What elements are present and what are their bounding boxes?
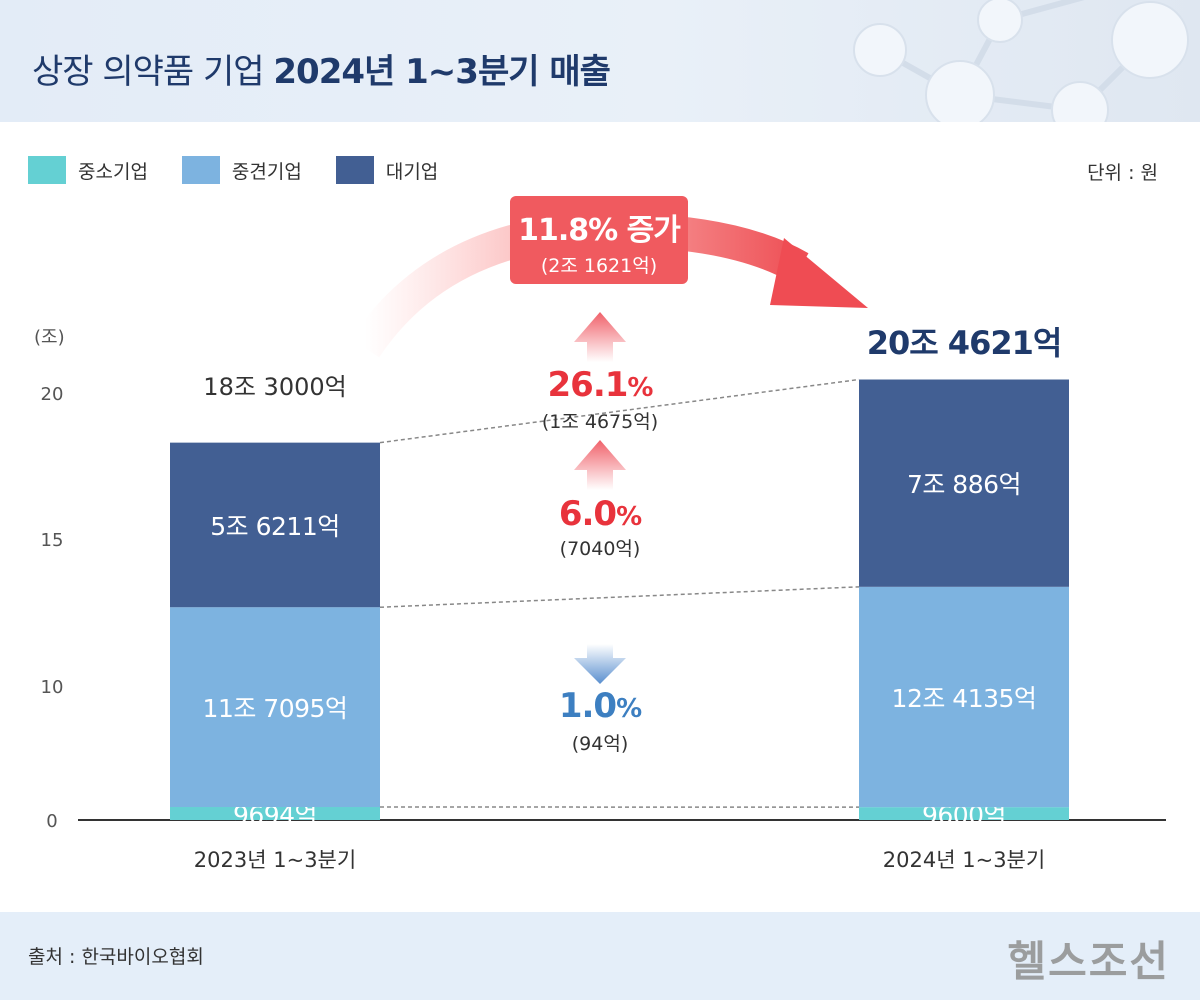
bar-value-label: 7조 886억: [907, 470, 1021, 499]
unit-label: 단위 : 원: [1087, 162, 1158, 184]
connector-line: [379, 378, 860, 444]
legend-label: 대기업: [385, 160, 439, 183]
total-label: 18조 3000억: [203, 373, 346, 401]
change-amount: (94억): [572, 733, 628, 755]
brand-logo: 헬스조선: [1007, 937, 1170, 986]
y-tick-label: 20: [41, 384, 64, 405]
source-text: 출처 : 한국바이오협회: [28, 946, 204, 968]
y-tick-label: 10: [41, 677, 64, 698]
up-arrow-icon: [574, 440, 626, 490]
molecule-decoration: [853, 0, 1189, 122]
legend-item-large: 대기업: [335, 156, 439, 184]
bar-segment: [859, 586, 1069, 808]
bar-segment: [859, 807, 1069, 820]
legend-swatch: [181, 156, 220, 184]
y-tick-label: 15: [41, 530, 64, 551]
increase-arrowhead: [770, 238, 868, 308]
legend-swatch: [28, 156, 66, 184]
up-arrow-icon: [574, 312, 626, 362]
legend: 중소기업 중견기업 대기업: [28, 156, 438, 184]
change-amount: (1조 4675억): [542, 411, 658, 433]
bar-segment: [859, 379, 1069, 587]
change-percent: 6.0%: [559, 494, 642, 534]
y-axis-label: (조): [34, 327, 65, 348]
title-prefix: 상장 의약품 기업: [32, 52, 265, 92]
bar-value-label: 5조 6211억: [210, 512, 339, 541]
title-bold: 2024년 1~3분기 매출: [273, 52, 611, 92]
legend-swatch: [335, 156, 374, 184]
legend-item-mid: 중견기업: [181, 156, 302, 184]
bar-segment: [170, 442, 380, 608]
bar-segment: [170, 607, 380, 808]
bar-value-label: 11조 7095억: [203, 694, 348, 723]
change-percent: 1.0%: [559, 686, 642, 726]
footer: 출처 : 한국바이오협회 헬스조선: [0, 912, 1200, 1000]
total-change-amount: (2조 1621억): [541, 255, 657, 277]
change-amount: (7040억): [560, 538, 641, 560]
x-tick-label: 2024년 1~3분기: [883, 848, 1045, 872]
y-tick-label: 0: [46, 811, 57, 832]
change-percent: 26.1%: [548, 365, 654, 405]
total-label: 20조 4621억: [867, 324, 1062, 362]
total-change-box: [510, 196, 688, 284]
bar-value-label: 12조 4135억: [892, 684, 1037, 713]
legend-label: 중소기업: [78, 160, 148, 183]
total-change-label: 11.8% 증가: [518, 213, 681, 248]
header: 상장 의약품 기업 2024년 1~3분기 매출: [0, 0, 1200, 122]
connector-line: [379, 586, 860, 608]
page-title: 상장 의약품 기업 2024년 1~3분기 매출: [32, 44, 611, 93]
legend-item-small: 중소기업: [28, 156, 148, 184]
down-arrow-icon: [574, 644, 626, 684]
legend-label: 중견기업: [231, 160, 302, 183]
bar-segment: [170, 807, 380, 820]
x-tick-label: 2023년 1~3분기: [194, 848, 356, 872]
